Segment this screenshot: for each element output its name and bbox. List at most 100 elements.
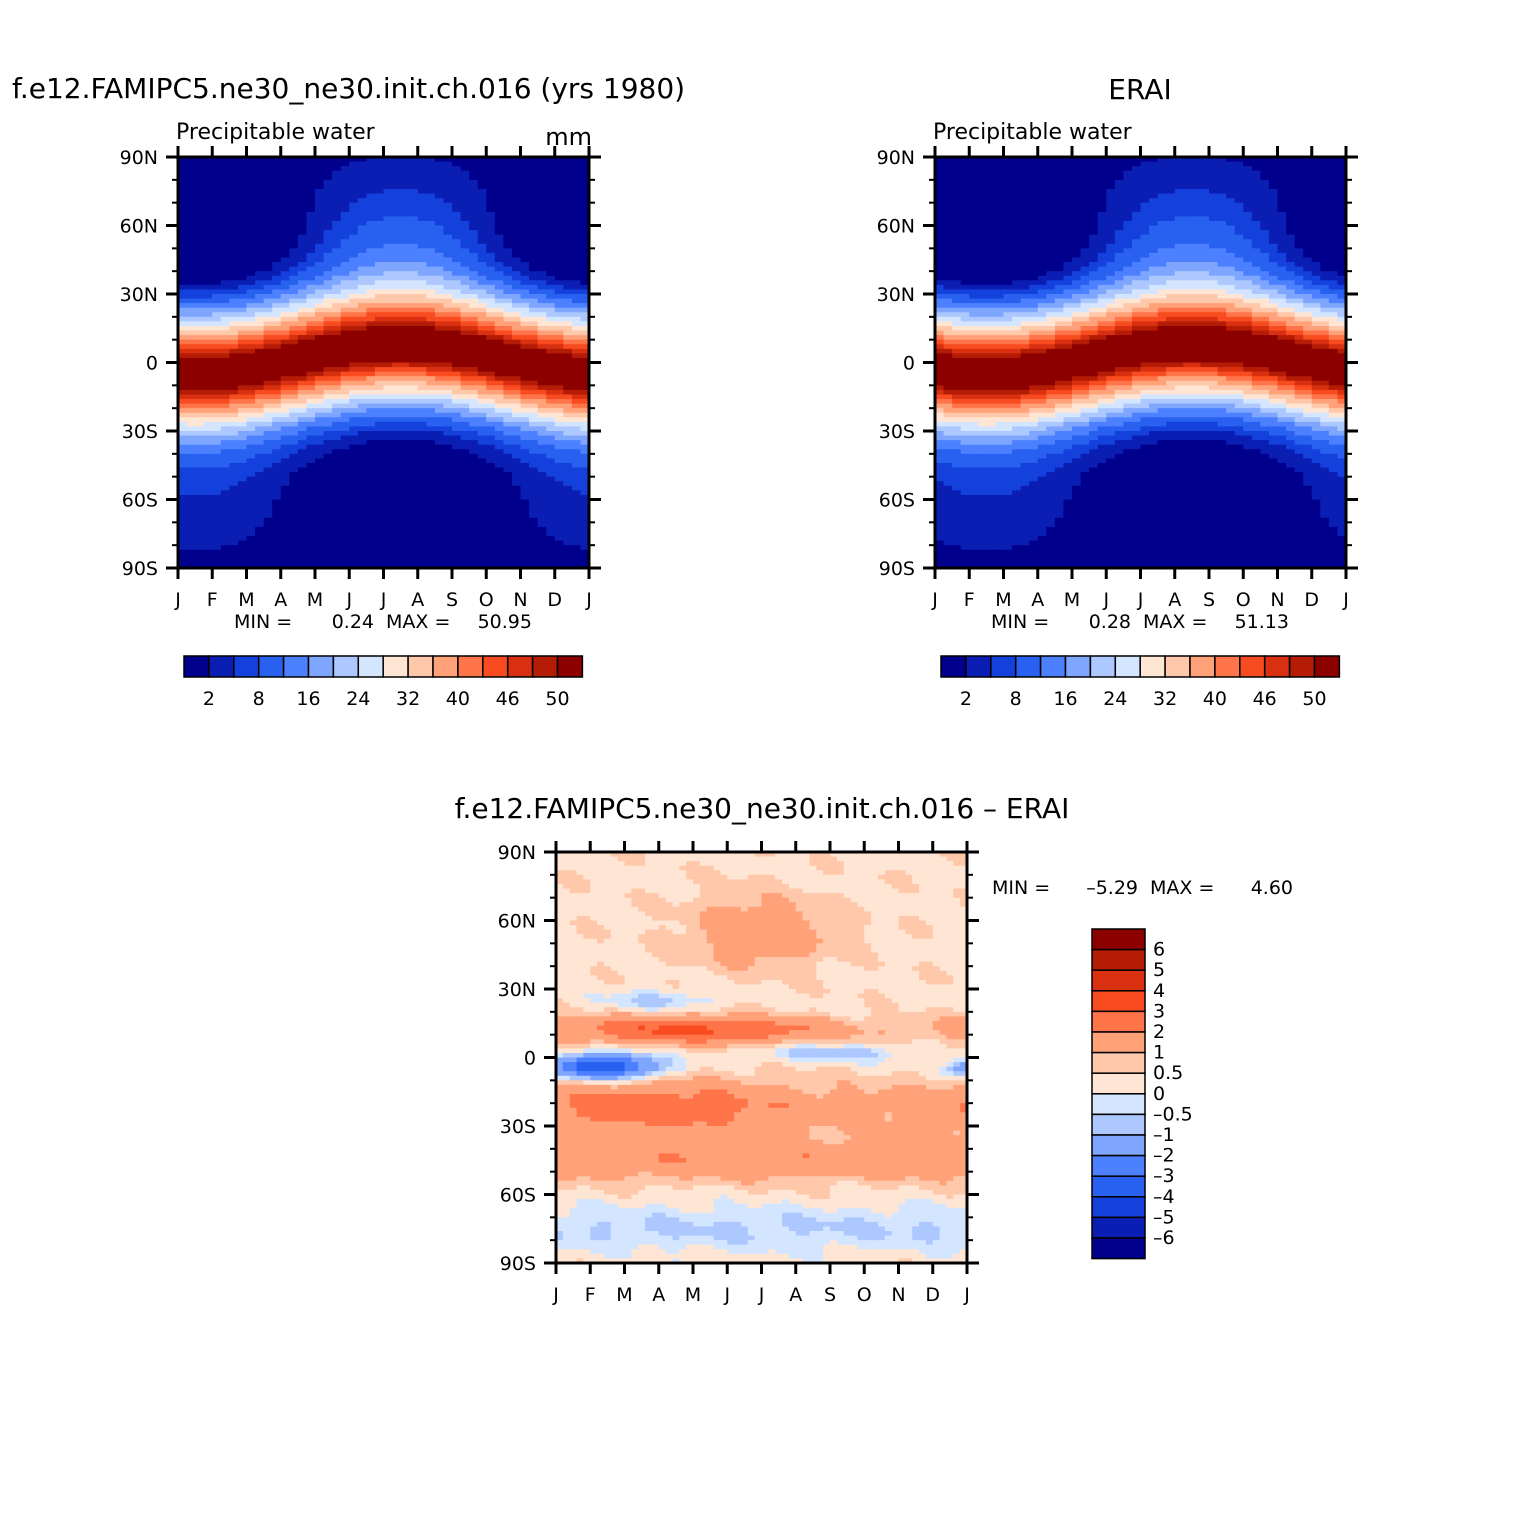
panel-model-cell (486, 380, 496, 386)
panel-model-cell (494, 536, 504, 542)
panel-erai-cell (1063, 184, 1073, 190)
panel-model-cell (409, 271, 419, 277)
panel-model-cell (255, 353, 265, 359)
panel-erai-cell (1097, 193, 1107, 199)
panel-model-cell (280, 280, 290, 286)
panel-model-cell (571, 403, 582, 409)
panel-model-cell (186, 339, 196, 345)
panel-model-cell (315, 481, 325, 487)
panel-model-cell (580, 545, 590, 551)
panel-erai-cell (1294, 184, 1304, 190)
panel-model-cell (529, 540, 539, 546)
panel-model-cell (477, 353, 487, 359)
panel-model-cell (340, 563, 350, 569)
panel-model-cell (537, 198, 547, 204)
panel-model-cell (306, 389, 316, 396)
panel-model-cell (263, 325, 273, 332)
panel-model-cell (494, 467, 504, 473)
panel-model-cell (255, 316, 265, 322)
panel-model-cell (306, 449, 316, 455)
panel-erai-cell (1200, 193, 1210, 199)
panel-model-cell (443, 481, 453, 487)
panel-model-cell (280, 467, 290, 473)
panel-model-cell (571, 444, 582, 450)
panel-model-cell (237, 230, 248, 236)
panel-model-cell (246, 307, 256, 313)
panel-model-cell (178, 266, 188, 272)
panel-model-cell (323, 348, 333, 354)
panel-model-cell (529, 531, 539, 537)
panel-model-cell (486, 211, 496, 217)
panel-model-cell (280, 262, 290, 268)
panel-erai-cell (1337, 184, 1347, 190)
panel-model-cell (272, 545, 282, 551)
panel-model-cell (511, 179, 522, 185)
panel-model-cell (220, 193, 230, 199)
panel-model-cell (178, 353, 188, 359)
panel-model-cell (477, 389, 487, 396)
panel-model-cell (537, 385, 547, 391)
panel-model-cell (563, 348, 573, 354)
panel-model-cell (195, 316, 205, 322)
panel-model-cell (571, 280, 582, 286)
panel-model-cell (580, 289, 590, 295)
panel-model-cell (349, 179, 359, 185)
panel-model-cell (289, 389, 299, 396)
panel-model-cell (469, 207, 479, 213)
panel-model-cell (195, 344, 205, 350)
panel-model-cell (580, 271, 590, 277)
panel-model-cell (203, 348, 213, 354)
panel-model-cell (178, 170, 188, 176)
panel-model-cell (186, 234, 196, 240)
panel-model-cell (469, 325, 479, 332)
panel-model-cell (452, 408, 462, 414)
panel-erai-cell (977, 161, 987, 167)
panel-model-cell (469, 499, 479, 505)
panel-erai-cell (1174, 198, 1184, 204)
panel-model-cell (340, 339, 350, 345)
panel-model-cell (263, 312, 273, 318)
panel-model-cell (178, 558, 188, 565)
panel-model-cell (477, 485, 487, 491)
panel-model-cell (580, 170, 590, 176)
panel-model-cell (443, 431, 453, 437)
panel-erai-cell (1200, 202, 1210, 208)
panel-model-cell (460, 175, 470, 181)
panel-model-cell (323, 517, 333, 523)
panel-model-cell (255, 161, 265, 167)
panel-model-cell (220, 385, 230, 391)
panel-model-cell (571, 421, 582, 428)
panel-model-cell (469, 476, 479, 482)
panel-model-cell (229, 476, 239, 482)
panel-model-cell (255, 252, 265, 259)
panel-model-cell (529, 499, 539, 505)
panel-model-cell (571, 472, 582, 478)
panel-model-cell (178, 522, 188, 528)
panel-model-cell (434, 449, 445, 455)
panel-model-cell (571, 335, 582, 341)
panel-erai-cell (1157, 170, 1167, 176)
panel-model-cell (255, 330, 265, 336)
panel-model-cell (520, 526, 530, 533)
panel-model-cell (272, 166, 282, 172)
panel-model-cell (443, 563, 453, 569)
panel-model-cell (486, 325, 496, 332)
panel-model-cell (520, 453, 530, 459)
panel-erai-cell (986, 170, 996, 176)
panel-model-cell (563, 193, 573, 199)
panel-model-cell (511, 257, 522, 263)
panel-model-cell (503, 522, 513, 528)
panel-model-cell (563, 367, 573, 373)
panel-model-cell (400, 421, 410, 428)
panel-model-cell (417, 179, 427, 185)
panel-model-cell (494, 243, 504, 249)
panel-model-cell (178, 184, 188, 190)
panel-model-cell (212, 188, 222, 195)
panel-model-cell (178, 494, 188, 501)
panel-model-cell (220, 536, 230, 542)
panel-model-cell (220, 467, 230, 473)
panel-model-cell (494, 435, 504, 441)
panel-model-cell (554, 207, 564, 213)
panel-erai-cell (1012, 170, 1022, 176)
panel-erai-cell (994, 198, 1005, 204)
